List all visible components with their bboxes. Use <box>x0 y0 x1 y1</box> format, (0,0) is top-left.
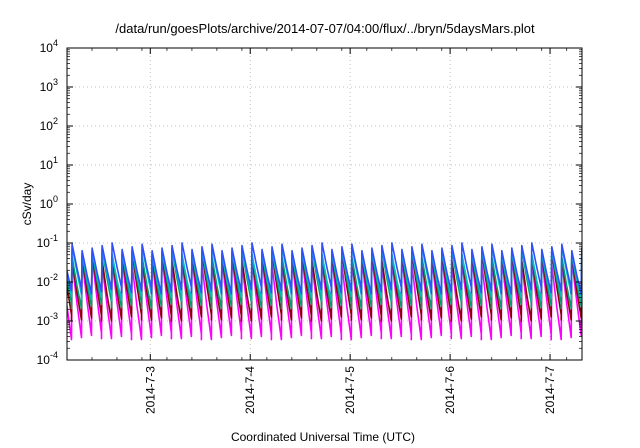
series-group <box>67 242 582 341</box>
x-tick-label: 2014-7-5 <box>343 366 357 414</box>
x-tick-label: 2014-7-3 <box>143 366 157 414</box>
y-axis-label: cSv/day <box>20 183 34 226</box>
y-tick-label: 10-3 <box>37 311 58 328</box>
y-tick-label: 100 <box>40 194 58 211</box>
y-tick-label: 102 <box>40 116 58 133</box>
x-tick-label: 2014-7-6 <box>443 366 457 414</box>
x-axis-label: Coordinated Universal Time (UTC) <box>231 430 415 444</box>
x-tick-label: 2014-7-7 <box>543 366 557 414</box>
y-tick-label: 101 <box>40 155 58 172</box>
y-tick-label: 103 <box>40 77 58 94</box>
y-tick-label: 10-4 <box>37 350 58 367</box>
y-tick-label: 10-2 <box>37 272 58 289</box>
x-axis: 2014-7-3 2014-7-4 2014-7-5 2014-7-6 2014-7-7 <box>91 48 568 414</box>
y-tick-label: 104 <box>40 38 58 55</box>
chart-title: /data/run/goesPlots/archive/2014-07-07/0… <box>115 21 535 36</box>
y-tick-label: 10-1 <box>37 233 58 250</box>
x-tick-label: 2014-7-4 <box>243 366 257 414</box>
series-line <box>67 242 582 295</box>
plot-frame <box>66 47 583 361</box>
grid <box>67 48 582 360</box>
